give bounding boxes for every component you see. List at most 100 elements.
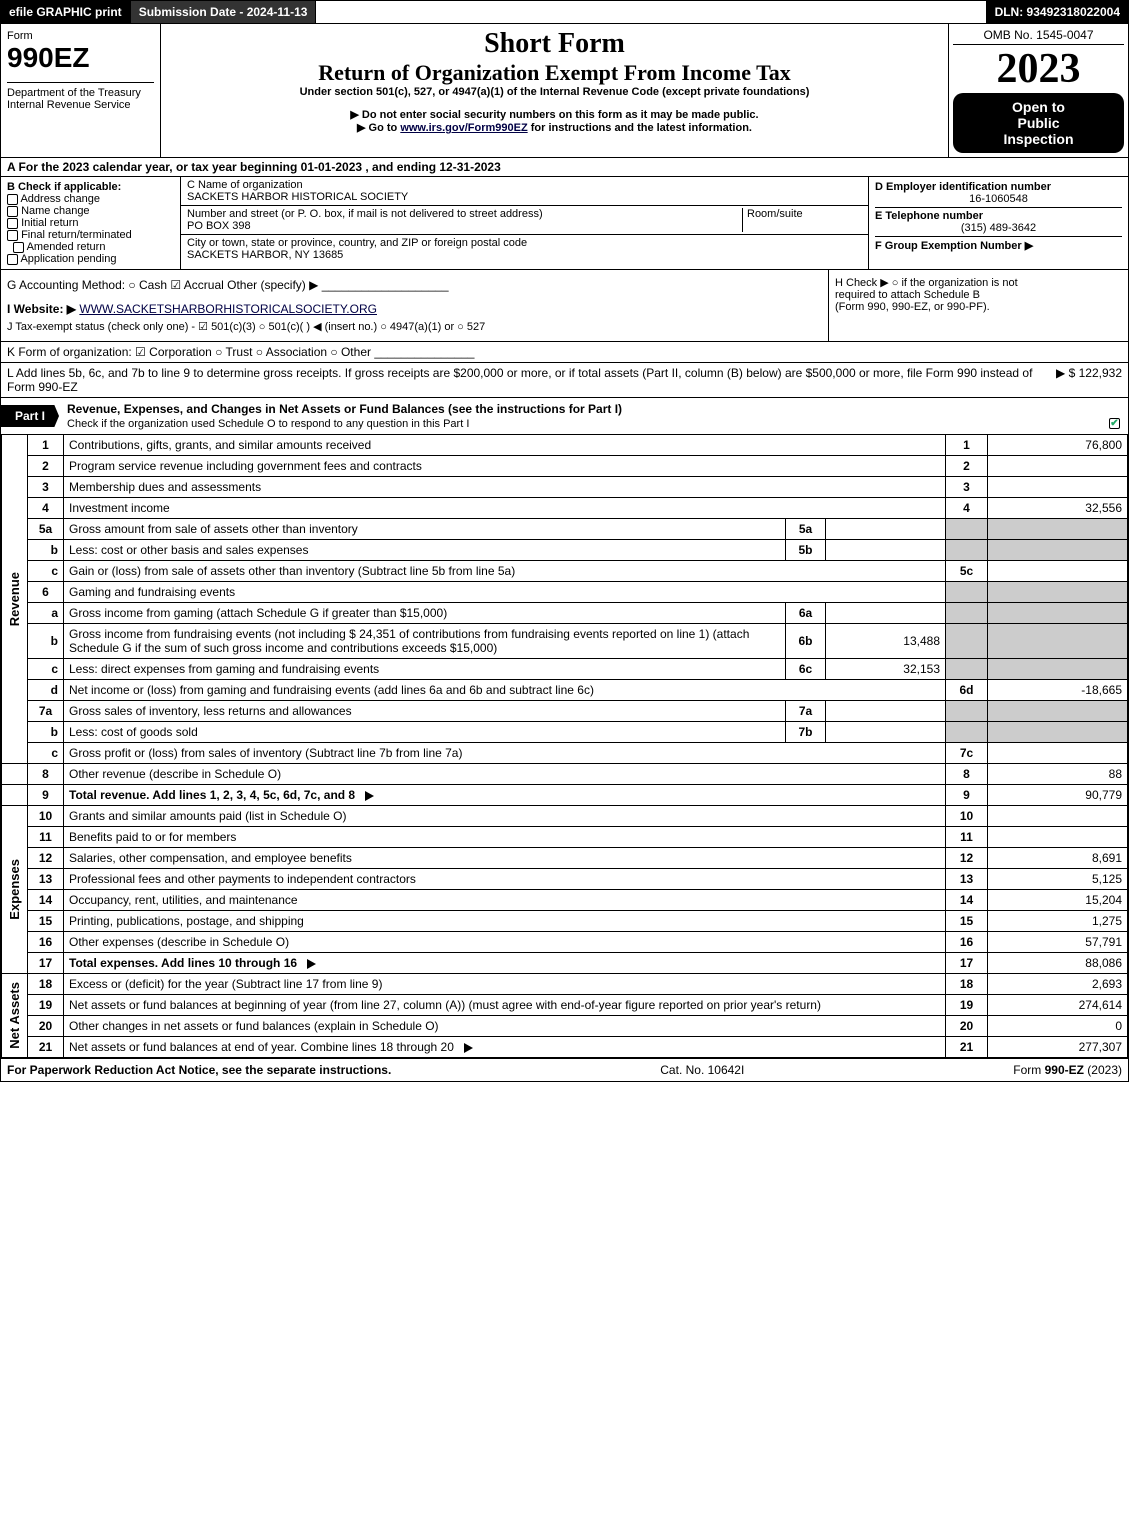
r6b-rn (946, 624, 988, 659)
r5b-n: b (28, 540, 64, 561)
r6a-n: a (28, 603, 64, 624)
org-city: SACKETS HARBOR, NY 13685 (187, 249, 343, 261)
r10-d: Grants and similar amounts paid (list in… (64, 806, 946, 827)
c-name-row: C Name of organization SACKETS HARBOR HI… (181, 177, 868, 206)
open2: Public (957, 115, 1120, 131)
r5a-iv (826, 519, 946, 540)
r11-d: Benefits paid to or for members (64, 827, 946, 848)
r16-n: 16 (28, 932, 64, 953)
r8-amt: 88 (988, 764, 1128, 785)
r14-d: Occupancy, rent, utilities, and maintena… (64, 890, 946, 911)
header-row: Form 990EZ Department of the Treasury In… (1, 23, 1128, 157)
r16-rn: 16 (946, 932, 988, 953)
dln-label: DLN: 93492318022004 (987, 1, 1128, 23)
part1-schedule-o-checkbox[interactable] (1109, 418, 1120, 429)
room-suite-lbl: Room/suite (742, 208, 862, 232)
r7b-iv (826, 722, 946, 743)
c-addr-lbl: Number and street (or P. O. box, if mail… (187, 208, 543, 220)
r7b-il: 7b (786, 722, 826, 743)
r7a-d: Gross sales of inventory, less returns a… (64, 701, 786, 722)
b-item-2: Initial return (21, 217, 78, 229)
r12-rn: 12 (946, 848, 988, 869)
r6c-il: 6c (786, 659, 826, 680)
r17-n: 17 (28, 953, 64, 974)
r2-rn: 2 (946, 456, 988, 477)
r6-d: Gaming and fundraising events (64, 582, 946, 603)
r6a-iv (826, 603, 946, 624)
r10-amt (988, 806, 1128, 827)
r7b-d: Less: cost of goods sold (64, 722, 786, 743)
header-mid: Short Form Return of Organization Exempt… (161, 24, 948, 157)
r5c-rn: 5c (946, 561, 988, 582)
h-l3: (Form 990, 990-EZ, or 990-PF). (835, 301, 990, 313)
r21-d: Net assets or fund balances at end of ye… (69, 1040, 454, 1054)
r7a-amt (988, 701, 1128, 722)
r6c-n: c (28, 659, 64, 680)
topbar-spacer (316, 1, 986, 23)
header-sub2: ▶ Do not enter social security numbers o… (171, 108, 938, 121)
expenses-side-label: Expenses (7, 859, 22, 920)
r1-n: 1 (28, 435, 64, 456)
foot-right-bold: 990-EZ (1045, 1063, 1084, 1077)
chk-application-pending[interactable] (7, 254, 18, 265)
irs-link[interactable]: www.irs.gov/Form990EZ (400, 122, 527, 134)
r7c-n: c (28, 743, 64, 764)
r20-amt: 0 (988, 1016, 1128, 1037)
r5b-amt (988, 540, 1128, 561)
l-text: L Add lines 5b, 6c, and 7b to line 9 to … (7, 366, 1056, 394)
gh-row: G Accounting Method: ○ Cash ☑ Accrual Ot… (1, 269, 1128, 341)
d-lbl: D Employer identification number (875, 181, 1051, 193)
r4-n: 4 (28, 498, 64, 519)
foot-mid: Cat. No. 10642I (660, 1063, 744, 1077)
chk-address-change[interactable] (7, 194, 18, 205)
r9-n: 9 (28, 785, 64, 806)
b-item-3: Final return/terminated (21, 229, 132, 241)
submission-date: Submission Date - 2024-11-13 (131, 1, 317, 23)
website-link[interactable]: WWW.SACKETSHARBORHISTORICALSOCIETY.ORG (79, 302, 377, 316)
r6a-amt (988, 603, 1128, 624)
r6b-il: 6b (786, 624, 826, 659)
r5c-n: c (28, 561, 64, 582)
efile-print-button[interactable]: efile GRAPHIC print (1, 1, 131, 23)
chk-name-change[interactable] (7, 206, 18, 217)
r11-rn: 11 (946, 827, 988, 848)
r21-n: 21 (28, 1037, 64, 1058)
chk-final-return[interactable] (7, 230, 18, 241)
r6b-n: b (28, 624, 64, 659)
tax-year: 2023 (953, 45, 1124, 93)
r6d-n: d (28, 680, 64, 701)
r3-amt (988, 477, 1128, 498)
r14-amt: 15,204 (988, 890, 1128, 911)
r16-amt: 57,791 (988, 932, 1128, 953)
open-to-public: Open to Public Inspection (953, 93, 1124, 153)
r20-rn: 20 (946, 1016, 988, 1037)
r4-rn: 4 (946, 498, 988, 519)
chk-amended-return[interactable] (13, 242, 24, 253)
b-title: B Check if applicable: (7, 181, 121, 193)
r4-amt: 32,556 (988, 498, 1128, 519)
r13-d: Professional fees and other payments to … (64, 869, 946, 890)
line-g: G Accounting Method: ○ Cash ☑ Accrual Ot… (7, 278, 449, 292)
part1-label: Part I (1, 405, 59, 427)
revenue-side-label: Revenue (7, 572, 22, 626)
r5a-n: 5a (28, 519, 64, 540)
line-j: J Tax-exempt status (check only one) - ☑… (7, 320, 822, 333)
i-pre: I Website: ▶ (7, 302, 76, 316)
col-c: C Name of organization SACKETS HARBOR HI… (181, 177, 868, 269)
r6a-d: Gross income from gaming (attach Schedul… (64, 603, 786, 624)
h-l1: H Check ▶ ○ if the organization is not (835, 277, 1018, 289)
chk-initial-return[interactable] (7, 218, 18, 229)
r5a-rn (946, 519, 988, 540)
form-word: Form (7, 30, 154, 42)
r7b-amt (988, 722, 1128, 743)
phone-value: (315) 489-3642 (875, 222, 1122, 234)
r13-rn: 13 (946, 869, 988, 890)
r19-d: Net assets or fund balances at beginning… (64, 995, 946, 1016)
foot-left: For Paperwork Reduction Act Notice, see … (7, 1063, 391, 1077)
r11-amt (988, 827, 1128, 848)
r17-amt: 88,086 (988, 953, 1128, 974)
r13-n: 13 (28, 869, 64, 890)
r15-amt: 1,275 (988, 911, 1128, 932)
c-city-lbl: City or town, state or province, country… (187, 237, 527, 249)
open3: Inspection (957, 131, 1120, 147)
